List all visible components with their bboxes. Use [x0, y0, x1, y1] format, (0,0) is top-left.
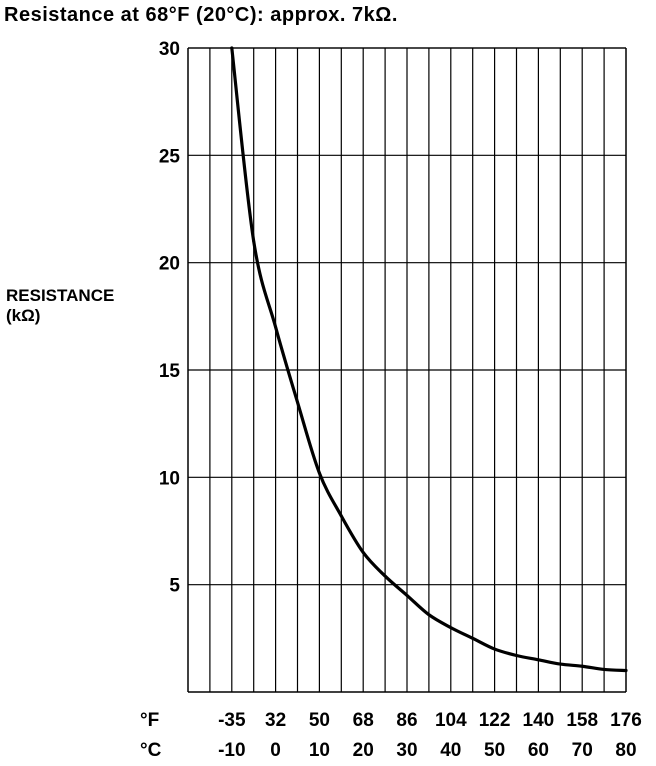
- y-tick-label: 30: [159, 39, 180, 60]
- data-point: [537, 658, 540, 662]
- x-tick-label-celsius: 10: [309, 740, 330, 761]
- data-point: [339, 514, 343, 518]
- y-tick-label: 15: [159, 361, 181, 382]
- x-tick-label-fahrenheit: 140: [523, 710, 555, 731]
- x-tick-label-fahrenheit: 68: [353, 710, 374, 731]
- y-axis-label: RESISTANCE (kΩ): [6, 286, 114, 326]
- data-point: [471, 636, 475, 640]
- x-tick-label-celsius: 60: [528, 740, 549, 761]
- x-tick-label-celsius: 70: [572, 740, 593, 761]
- x-unit-fahrenheit: °F: [140, 710, 159, 731]
- data-point: [230, 46, 234, 50]
- data-point: [558, 662, 562, 666]
- data-point: [405, 594, 409, 597]
- x-unit-celsius: °C: [140, 740, 162, 761]
- data-point: [296, 400, 299, 404]
- data-point: [383, 574, 387, 578]
- x-tick-label-fahrenheit: 176: [610, 710, 642, 731]
- y-tick-label: 25: [159, 146, 181, 167]
- data-point: [580, 664, 584, 668]
- data-point: [427, 613, 431, 617]
- x-tick-label-celsius: 50: [484, 740, 505, 761]
- x-tick-label-fahrenheit: 158: [566, 710, 598, 731]
- x-tick-label-celsius: 30: [396, 740, 417, 761]
- data-point: [318, 471, 321, 475]
- x-tick-label-fahrenheit: 50: [309, 710, 330, 731]
- data-point: [252, 239, 256, 243]
- y-tick-labels: 5 10 15 20 25 30: [159, 39, 181, 597]
- x-tick-label-fahrenheit: 32: [265, 710, 286, 731]
- data-point: [624, 669, 628, 672]
- y-tick-label: 10: [159, 468, 180, 489]
- x-tick-label-fahrenheit: -35: [218, 710, 246, 731]
- x-tick-label-fahrenheit: 122: [479, 710, 511, 731]
- x-tick-label-fahrenheit: 86: [396, 710, 417, 731]
- x-tick-label-celsius: 80: [615, 740, 636, 761]
- x-tick-label-fahrenheit: 104: [435, 710, 467, 731]
- x-tick-label-celsius: 0: [270, 740, 281, 761]
- data-point: [602, 668, 606, 671]
- y-tick-label: 5: [169, 576, 180, 597]
- resistance-curve: [230, 46, 628, 673]
- curve-layer: [230, 46, 628, 673]
- data-point: [274, 325, 277, 329]
- x-tick-label-celsius: 40: [440, 740, 461, 761]
- data-point: [493, 647, 496, 651]
- data-point: [515, 654, 518, 657]
- data-point: [449, 626, 453, 629]
- y-axis-label-line2: (kΩ): [6, 306, 41, 325]
- data-point: [361, 551, 365, 554]
- x-tick-label-celsius: -10: [218, 740, 245, 761]
- chart-title: Resistance at 68°F (20°C): approx. 7kΩ.: [4, 4, 398, 26]
- y-axis-label-line1: RESISTANCE: [6, 286, 115, 305]
- x-tick-labels: °F °C -35 -10 32 0 50 10 68 20 86 30 104 40 122 50 140 60…: [140, 710, 642, 761]
- x-tick-label-celsius: 20: [353, 740, 374, 761]
- grid-lines: [187, 47, 627, 693]
- y-tick-label: 20: [159, 254, 180, 275]
